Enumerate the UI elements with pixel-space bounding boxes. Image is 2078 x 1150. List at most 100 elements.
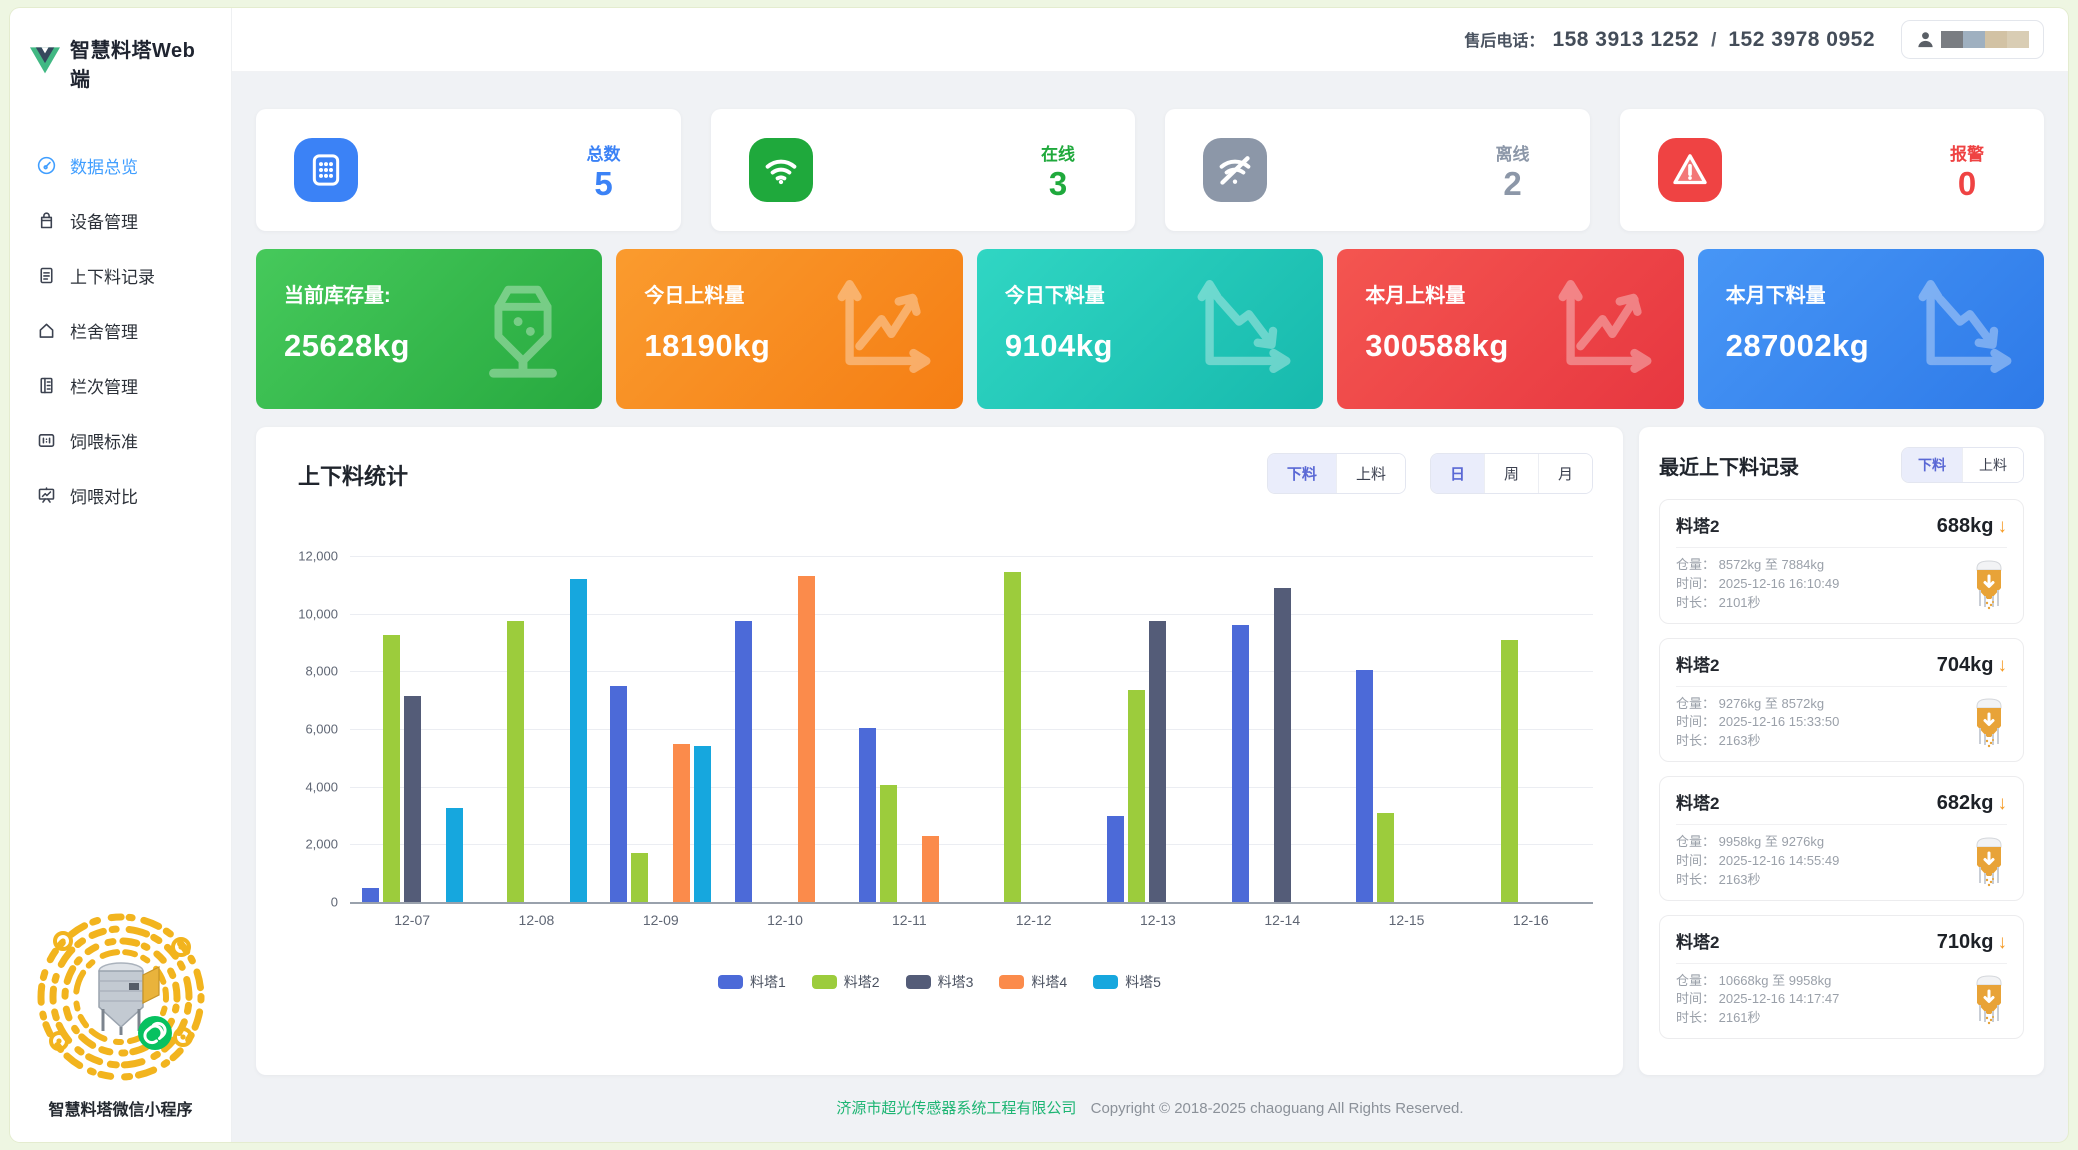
record-weight: 704kg [1936,653,1994,676]
legend-item-料塔2[interactable]: 料塔2 [811,972,880,992]
bar-料塔5-12-07[interactable] [445,808,463,902]
company-link[interactable]: 济源市超光传感器系统工程有限公司 [836,1100,1077,1117]
kpi-card-today-up: 今日上料量 18190kg [616,249,963,409]
record-top-row: 料塔2 682kg ↓ [1676,789,2007,815]
x-tick-label: 12-13 [1140,912,1176,928]
panels-row: 上下料统计 下料 上料 日周月 12,000 10,000 8,000 6,000 4,0… [256,427,2044,1075]
legend-swatch [999,975,1025,989]
user-menu-button[interactable] [1901,20,2044,59]
records-mode-tab-1[interactable]: 上料 [1962,448,2023,482]
bar-料塔1-12-09[interactable] [610,685,628,902]
sidebar-item-barns[interactable]: 栏舍管理 [10,303,231,358]
chart-legend: 料塔1 料塔2 料塔3 料塔4 料塔5 [286,972,1593,992]
sidebar-item-devices[interactable]: 设备管理 [10,193,231,248]
bar-料塔3-12-07[interactable] [403,695,421,902]
app-logo: 智慧料塔Web端 [10,8,231,102]
bar-料塔5-12-08[interactable] [569,579,587,902]
chart-plot: 12,000 10,000 8,000 6,000 4,000 2,000 0 [286,549,1593,910]
bar-group-12-14 [1220,556,1344,902]
bar-料塔1-12-10[interactable] [734,620,752,902]
kpi-label: 今日上料量 [644,285,745,307]
record-item-0[interactable]: 料塔2 688kg ↓ 仓量： 8572kg 至 7884kg 时间： 2025-12-… [1659,499,2024,624]
service-phone: 售后电话： 158 3913 1252 / 152 3978 0952 [1464,27,1875,52]
gridline [350,556,1593,557]
sidebar-item-pens[interactable]: 栏次管理 [10,358,231,413]
chart-period-tab-1[interactable]: 周 [1483,454,1538,493]
legend-item-料塔5[interactable]: 料塔5 [1093,972,1161,992]
record-duration: 时长： 2101秒 [1676,594,1761,610]
down-arrow-icon: ↓ [1997,931,2008,953]
bar-料塔1-12-07[interactable] [361,887,379,902]
bar-料塔2-12-07[interactable] [382,635,400,902]
bar-料塔2-12-11[interactable] [879,785,897,902]
chart-period-tab-2[interactable]: 月 [1537,454,1592,493]
legend-label: 料塔1 [750,974,786,990]
y-tick-label: 2,000 [305,836,338,852]
legend-label: 料塔4 [1031,974,1068,990]
x-axis-baseline [350,902,1593,904]
chart-x-axis: 12-07 12-08 12-09 12-10 12-11 12-12 12-13 12-14… [350,912,1593,928]
records-toggle-group: 下料 上料 [1901,447,2024,483]
stat-card-online: 在线 3 [710,109,1135,231]
kpi-label: 今日下料量 [1004,285,1105,307]
bar-料塔2-12-09[interactable] [631,852,649,902]
records-header: 最近上下料记录 下料 上料 [1659,447,2024,483]
bar-料塔3-12-14[interactable] [1273,587,1291,902]
record-divider [1676,547,2007,548]
bar-料塔2-12-12[interactable] [1004,571,1022,902]
bar-料塔1-12-15[interactable] [1356,669,1374,902]
wifi-off-icon [1203,138,1267,202]
chart-y-axis: 12,000 10,000 8,000 6,000 4,000 2,000 0 [286,549,350,910]
x-tick-label: 12-08 [518,912,555,928]
sidebar-item-label: 饲喂对比 [70,488,138,507]
records-list: 料塔2 688kg ↓ 仓量： 8572kg 至 7884kg 时间： 2025-12-… [1659,499,2024,1040]
legend-item-料塔4[interactable]: 料塔4 [999,972,1067,992]
bar-料塔4-12-10[interactable] [797,576,815,902]
bar-料塔2-12-08[interactable] [506,620,524,902]
record-item-3[interactable]: 料塔2 710kg ↓ 仓量： 10668kg 至 9958kg 时间： 2025-12… [1659,914,2024,1040]
bar-料塔1-12-11[interactable] [858,727,876,902]
sidebar-item-feeding-standard[interactable]: 饲喂标准 [10,413,231,468]
bar-chart: 12,000 10,000 8,000 6,000 4,000 2,000 0 12-07 1… [286,549,1593,992]
silo-down-icon [1969,558,2009,615]
bar-料塔1-12-14[interactable] [1231,625,1249,902]
wifi-icon [748,138,813,202]
records-mode-tab-0[interactable]: 下料 [1902,448,1962,482]
house-icon [36,320,57,341]
sidebar-item-overview[interactable]: 数据总览 [10,138,231,193]
silo-down-icon [1969,696,2009,753]
sidebar-item-feeding-compare[interactable]: 饲喂对比 [10,468,231,523]
sidebar-item-label: 栏舍管理 [70,323,138,342]
legend-item-料塔3[interactable]: 料塔3 [905,972,973,992]
y-tick-label: 4,000 [305,779,338,795]
record-divider [1676,685,2007,687]
bar-料塔3-12-13[interactable] [1149,620,1167,902]
chart-mode-tab-1[interactable]: 上料 [1335,454,1405,493]
chart-period-tab-0[interactable]: 日 [1430,454,1484,493]
bar-料塔1-12-13[interactable] [1107,815,1125,902]
stat-card-offline: 离线 2 [1165,109,1590,231]
chart-mode-tab-0[interactable]: 下料 [1267,454,1336,493]
phone-number-2: 152 3978 0952 [1728,28,1875,51]
sidebar-item-label: 栏次管理 [70,378,138,397]
bar-group-12-13 [1096,556,1220,902]
record-item-1[interactable]: 料塔2 704kg ↓ 仓量： 9276kg 至 8572kg 时间： 2025-12-… [1659,637,2024,763]
gauge-icon [36,155,57,176]
stat-label: 在线 [1041,145,1075,164]
stat-texts: 报警 0 [1950,140,1984,200]
record-item-2[interactable]: 料塔2 682kg ↓ 仓量： 9958kg 至 9276kg 时间： 2025-12-… [1659,776,2024,901]
bar-料塔4-12-11[interactable] [921,836,939,902]
x-tick-label: 12-07 [394,912,431,928]
x-tick-label: 12-09 [642,912,679,928]
record-duration: 时长： 2163秒 [1676,871,1761,887]
bar-料塔2-12-13[interactable] [1128,690,1146,902]
down-arrow-icon: ↓ [1997,516,2008,537]
bar-料塔5-12-09[interactable] [694,746,712,902]
legend-item-料塔1[interactable]: 料塔1 [718,972,786,992]
bar-料塔2-12-16[interactable] [1501,639,1519,902]
down-arrow-icon: ↓ [1997,793,2008,815]
sidebar-item-load-records[interactable]: 上下料记录 [10,248,231,303]
bar-料塔2-12-15[interactable] [1377,812,1395,902]
chart-title: 上下料统计 [298,464,409,489]
bar-料塔4-12-09[interactable] [673,744,691,902]
